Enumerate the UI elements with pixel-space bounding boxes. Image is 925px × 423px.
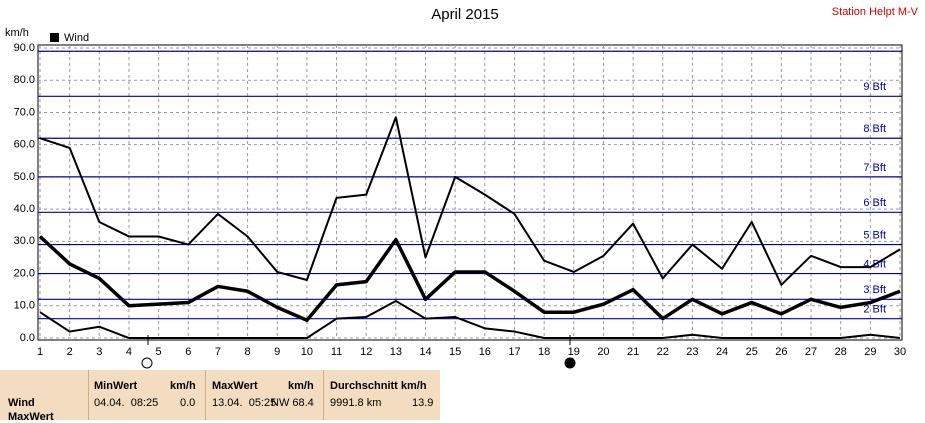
beaufort-label: 6 Bft: [863, 197, 886, 209]
header: km/h: [170, 380, 196, 392]
x-tick-label: 25: [746, 346, 758, 358]
row-label: MaxWert: [8, 411, 54, 423]
cell: 0.0: [180, 397, 196, 409]
x-tick-label: 21: [627, 346, 639, 358]
new-moon: [564, 357, 576, 369]
x-tick-label: 13: [390, 346, 402, 358]
x-tick-label: 12: [360, 346, 372, 358]
y-tick-label: 80.0: [14, 74, 35, 86]
x-tick-label: 16: [479, 346, 491, 358]
row-label: Wind: [8, 397, 35, 409]
y-tick-label: 90.0: [14, 42, 35, 54]
legend-label: Wind: [64, 32, 89, 44]
y-tick-label: 50.0: [14, 171, 35, 183]
beaufort-label: 8 Bft: [863, 123, 886, 135]
x-tick-label: 4: [126, 346, 132, 358]
header: km/h: [288, 380, 314, 392]
y-tick-label: 10.0: [14, 300, 35, 312]
stats-table: Wind MaxWert MinWert km/h MaxWert km/h D…: [0, 370, 440, 423]
beaufort-label: 2 Bft: [863, 304, 886, 316]
unit-label: km/h: [5, 27, 29, 39]
x-tick-label: 18: [538, 346, 550, 358]
full-moon: [141, 357, 153, 369]
wind-line: [39, 299, 901, 339]
cell: 13.9: [412, 397, 434, 409]
legend-swatch: [50, 33, 59, 42]
x-tick-label: 11: [331, 346, 342, 358]
station: Station Helpt M-V: [832, 6, 919, 18]
beaufort-label: 5 Bft: [863, 229, 886, 241]
y-tick-label: 70.0: [14, 106, 35, 118]
x-tick-label: 5: [156, 346, 162, 358]
y-tick-label: 0.0: [20, 332, 35, 344]
chart-title: April 2015: [431, 6, 499, 23]
wind-line: [39, 116, 901, 286]
beaufort-label: 9 Bft: [863, 81, 886, 93]
y-tick-label: 20.0: [14, 267, 35, 279]
y-tick-label: 40.0: [14, 203, 35, 215]
wind-line: [38, 235, 901, 323]
beaufort-label: 3 Bft: [863, 284, 886, 296]
x-tick-label: 29: [864, 346, 876, 358]
x-tick-label: 27: [805, 346, 817, 358]
x-tick-label: 17: [508, 346, 520, 358]
cell: 9991.8 km: [330, 397, 382, 409]
beaufort-label: 7 Bft: [863, 162, 886, 174]
x-tick-label: 14: [419, 346, 431, 358]
x-tick-label: 15: [449, 346, 461, 358]
header: MaxWert: [212, 380, 258, 392]
x-tick-label: 28: [835, 346, 847, 358]
cell: 04.04. 08:25: [94, 397, 159, 409]
header: MinWert: [94, 380, 138, 392]
cell: NW 68.4: [271, 397, 314, 409]
chart: April 2015 Station Helpt M-V km/h Wind 0…: [5, 6, 919, 369]
x-tick-label: 23: [686, 346, 698, 358]
y-tick-label: 30.0: [14, 235, 35, 247]
x-tick-label: 8: [245, 346, 251, 358]
x-tick-label: 3: [96, 346, 102, 358]
x-tick-label: 30: [894, 346, 906, 358]
x-tick-label: 19: [568, 346, 580, 358]
x-tick-label: 6: [185, 346, 191, 358]
x-tick-label: 9: [274, 346, 280, 358]
x-tick-label: 22: [657, 346, 669, 358]
y-tick-label: 60.0: [14, 139, 35, 151]
x-tick-label: 24: [716, 346, 728, 358]
header: Durchschnitt km/h: [330, 380, 427, 392]
x-tick-label: 10: [301, 346, 313, 358]
x-tick-label: 2: [67, 346, 73, 358]
x-tick-label: 26: [775, 346, 787, 358]
plot-frame: [37, 44, 903, 341]
x-tick-label: 1: [37, 346, 43, 358]
x-tick-label: 20: [597, 346, 609, 358]
cell: 13.04. 05:25: [212, 397, 277, 409]
x-tick-label: 7: [215, 346, 221, 358]
